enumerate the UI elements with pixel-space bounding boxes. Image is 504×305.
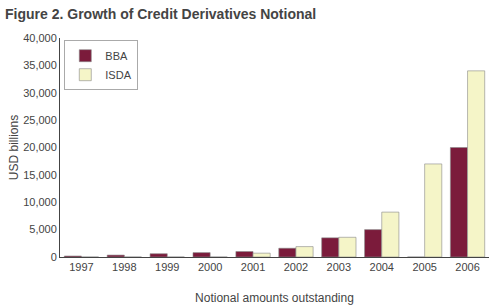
svg-text:BBA: BBA [105, 50, 128, 62]
svg-text:15,000: 15,000 [23, 169, 57, 181]
svg-text:2005: 2005 [412, 261, 436, 273]
svg-text:2006: 2006 [455, 261, 479, 273]
svg-text:2004: 2004 [370, 261, 394, 273]
svg-text:2003: 2003 [327, 261, 351, 273]
svg-text:2001: 2001 [241, 261, 265, 273]
svg-text:0: 0 [51, 251, 57, 263]
svg-text:10,000: 10,000 [23, 196, 57, 208]
svg-text:30,000: 30,000 [23, 87, 57, 99]
svg-text:USD billions: USD billions [7, 115, 21, 180]
svg-text:Figure 2. Growth of Credit Der: Figure 2. Growth of Credit Derivatives N… [5, 6, 316, 22]
svg-text:25,000: 25,000 [23, 114, 57, 126]
svg-text:2000: 2000 [198, 261, 222, 273]
svg-text:2002: 2002 [284, 261, 308, 273]
svg-text:1998: 1998 [112, 261, 136, 273]
svg-text:Notional amounts outstanding: Notional amounts outstanding [195, 291, 354, 305]
svg-text:40,000: 40,000 [23, 32, 57, 44]
svg-text:1997: 1997 [69, 261, 93, 273]
svg-text:1999: 1999 [155, 261, 179, 273]
svg-text:35,000: 35,000 [23, 59, 57, 71]
svg-text:5,000: 5,000 [29, 223, 57, 235]
svg-text:20,000: 20,000 [23, 141, 57, 153]
svg-text:ISDA: ISDA [105, 69, 131, 81]
